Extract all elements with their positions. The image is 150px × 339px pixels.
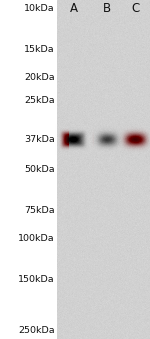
Text: 50kDa: 50kDa — [24, 165, 55, 174]
Text: 25kDa: 25kDa — [24, 96, 55, 105]
Text: C: C — [131, 1, 139, 15]
Text: A: A — [70, 1, 78, 15]
Text: 100kDa: 100kDa — [18, 234, 55, 243]
Text: B: B — [103, 1, 111, 15]
Text: 10kDa: 10kDa — [24, 4, 55, 13]
Text: 250kDa: 250kDa — [18, 326, 55, 335]
Text: 37kDa: 37kDa — [24, 135, 55, 144]
Text: 20kDa: 20kDa — [24, 73, 55, 82]
Text: 75kDa: 75kDa — [24, 205, 55, 215]
Text: 150kDa: 150kDa — [18, 275, 55, 284]
Text: 15kDa: 15kDa — [24, 44, 55, 54]
